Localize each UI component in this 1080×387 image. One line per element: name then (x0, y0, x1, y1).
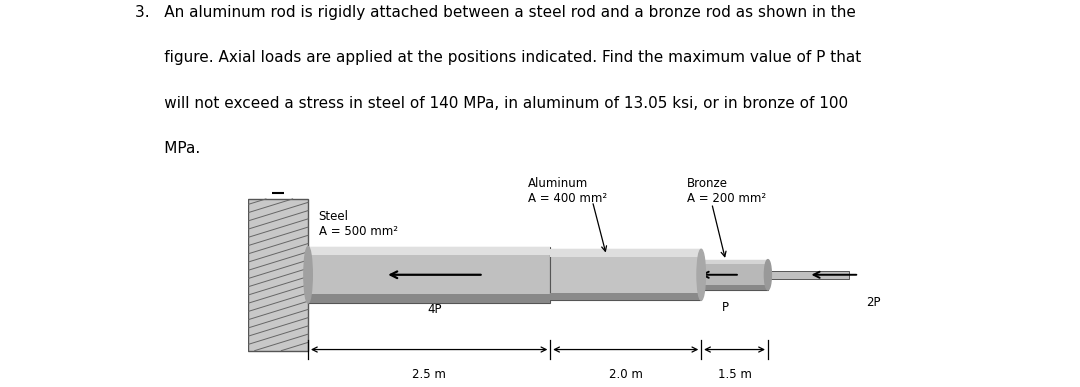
Text: MPa.: MPa. (135, 141, 200, 156)
Bar (551, 249, 701, 300)
Bar (248, 199, 308, 351)
Text: Aluminum
A = 400 mm²: Aluminum A = 400 mm² (528, 177, 607, 205)
Text: Steel
A = 500 mm²: Steel A = 500 mm² (319, 210, 397, 238)
Bar (551, 249, 701, 257)
Bar (308, 247, 551, 255)
Bar (768, 271, 849, 279)
Text: Bronze
A = 200 mm²: Bronze A = 200 mm² (687, 177, 767, 205)
Ellipse shape (765, 260, 771, 290)
Text: will not exceed a stress in steel of 140 MPa, in aluminum of 13.05 ksi, or in br: will not exceed a stress in steel of 140… (135, 96, 848, 111)
Text: 2.0 m: 2.0 m (609, 368, 643, 381)
Bar (701, 260, 768, 290)
Text: 4P: 4P (428, 303, 442, 316)
Ellipse shape (303, 247, 312, 303)
Text: figure. Axial loads are applied at the positions indicated. Find the maximum val: figure. Axial loads are applied at the p… (135, 50, 861, 65)
Bar (308, 247, 551, 303)
Bar (701, 285, 768, 290)
Bar (308, 295, 551, 303)
Text: 2.5 m: 2.5 m (413, 368, 446, 381)
Ellipse shape (697, 249, 705, 300)
Text: 2P: 2P (866, 296, 880, 310)
Text: 3.   An aluminum rod is rigidly attached between a steel rod and a bronze rod as: 3. An aluminum rod is rigidly attached b… (135, 5, 855, 20)
Text: P: P (723, 301, 729, 314)
Bar (551, 293, 701, 300)
Bar (701, 260, 768, 264)
Text: 1.5 m: 1.5 m (717, 368, 752, 381)
